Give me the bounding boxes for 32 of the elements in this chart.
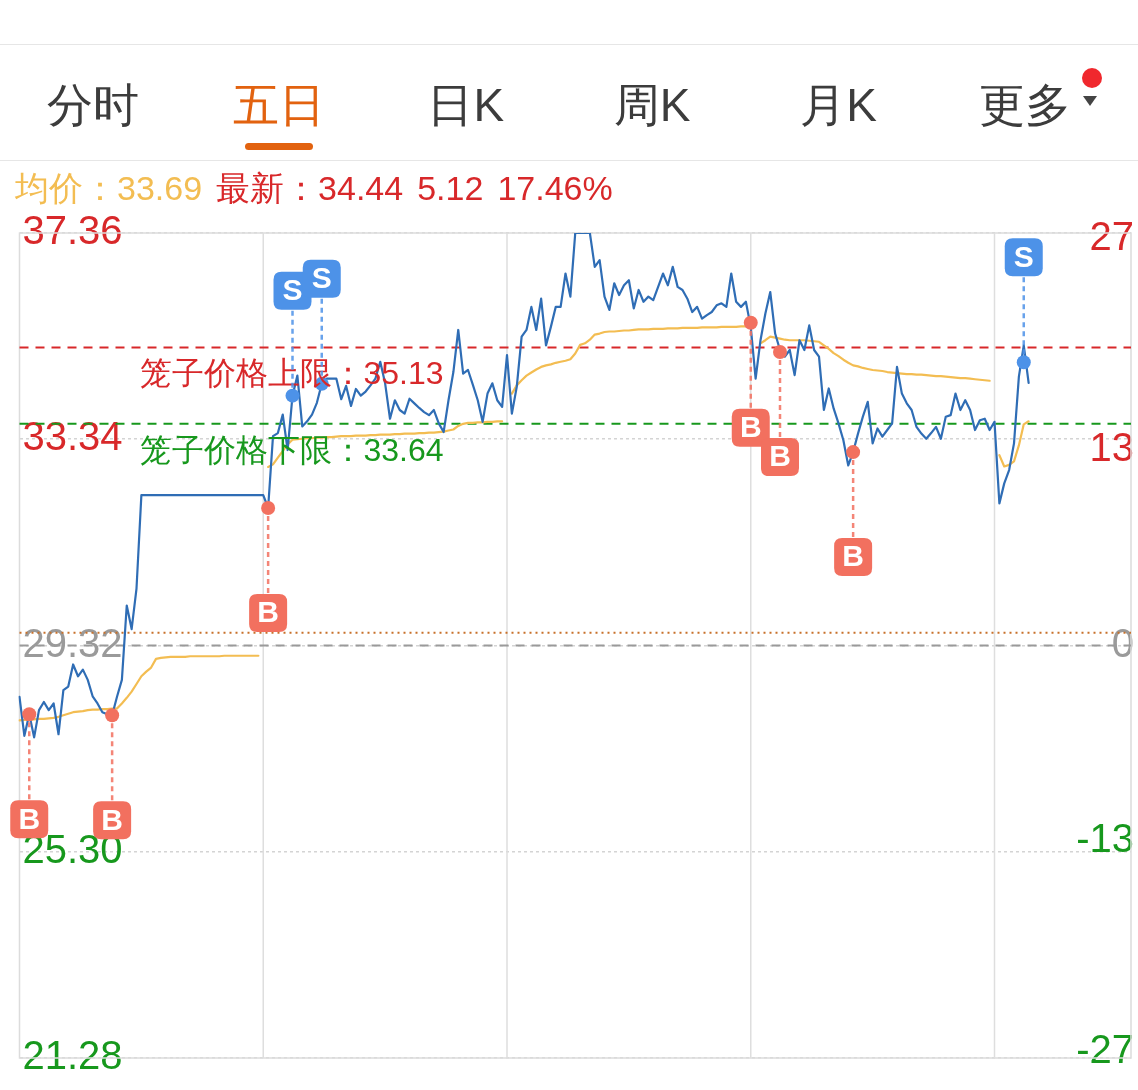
point <box>261 501 276 515</box>
text: 月K <box>800 78 877 132</box>
point <box>105 708 120 723</box>
data-label: B <box>257 595 279 629</box>
y2-tick-label: 27 <box>1089 214 1134 259</box>
point <box>846 445 861 460</box>
point <box>743 315 758 330</box>
text: 日K <box>427 78 505 132</box>
y2-tick-label: 13 <box>1089 424 1134 469</box>
data-label: B <box>739 410 762 444</box>
text: 分时 <box>47 78 139 132</box>
y2-tick-label: -27 <box>1076 1026 1134 1071</box>
y-tick-label: 21.28 <box>22 1033 123 1078</box>
data-label: B <box>101 802 123 836</box>
point <box>22 707 37 722</box>
data-label: S <box>1013 239 1034 273</box>
text: 五日 <box>233 78 326 132</box>
text: 更多 <box>979 78 1071 132</box>
y-tick-label: 37.36 <box>22 208 123 253</box>
data-label: B <box>769 439 791 473</box>
text: 周K <box>613 78 691 132</box>
data-label: S <box>311 261 332 295</box>
point <box>1016 355 1031 370</box>
y-tick-label: 33.34 <box>22 414 123 459</box>
y-tick-label: 29.32 <box>22 620 123 665</box>
chart-subtitle: 均价：33.69 最新：34.44 5.12 17.46% <box>15 169 613 207</box>
point <box>285 388 300 403</box>
data-label: S <box>282 272 303 306</box>
y2-tick-label: -13 <box>1076 816 1134 861</box>
data-label: B <box>842 539 864 573</box>
point <box>773 345 787 360</box>
y2-tick-label: 0 <box>1111 620 1134 665</box>
